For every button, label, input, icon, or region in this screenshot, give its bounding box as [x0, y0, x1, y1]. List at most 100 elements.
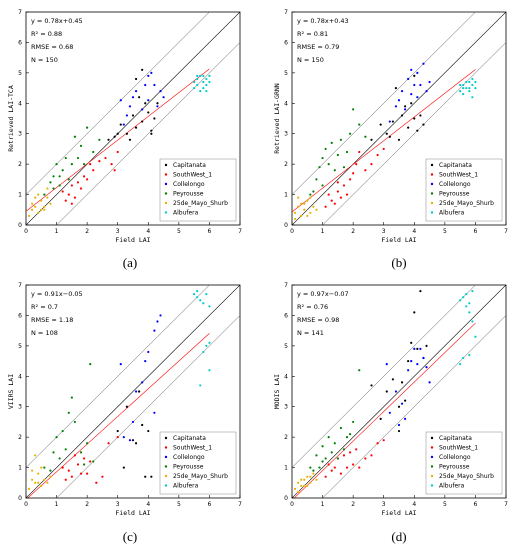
data-point [327, 163, 330, 166]
data-point [199, 384, 202, 387]
data-point [82, 175, 86, 178]
data-point [86, 178, 89, 181]
data-point [76, 463, 80, 466]
data-point [144, 475, 147, 478]
plot-frame [291, 284, 507, 499]
data-point [138, 96, 141, 99]
data-point [37, 193, 40, 196]
y-tick-label: 7 [18, 282, 22, 289]
y-tick-label: 6 [284, 312, 288, 319]
data-point [128, 105, 132, 108]
plot-frame [291, 11, 507, 226]
x-tick-label: 4 [146, 228, 150, 235]
x-tick-label: 3 [382, 228, 386, 235]
data-point [315, 178, 318, 181]
data-point [471, 77, 474, 81]
y-tick-label: 3 [284, 404, 288, 411]
legend-entry: Capitanata [173, 162, 206, 169]
y-tick-label: 0 [18, 222, 22, 229]
legend-entry: SouthWest_1 [439, 172, 478, 179]
data-point [404, 399, 407, 402]
data-point [79, 472, 83, 475]
data-point [199, 74, 202, 77]
data-point [397, 99, 401, 102]
data-point [79, 451, 83, 454]
upper-bound-line [292, 285, 476, 468]
data-point [324, 457, 327, 460]
data-point [193, 86, 196, 90]
data-point [428, 381, 431, 384]
data-point [64, 156, 67, 160]
reference-lines [292, 285, 506, 498]
data-point [125, 132, 128, 135]
data-point [468, 311, 471, 314]
data-point [202, 74, 205, 77]
regression-line [26, 68, 210, 212]
data-point [413, 311, 416, 314]
y-tick-label: 3 [18, 404, 22, 411]
x-axis-label: Field LAI [381, 509, 416, 517]
data-point [208, 80, 211, 84]
upper-bound-line [26, 285, 210, 468]
data-point [306, 475, 309, 478]
data-point [202, 302, 205, 305]
data-point [385, 363, 388, 366]
stat-line: R² = 0.81 [297, 30, 328, 38]
data-point [159, 314, 162, 317]
data-point [382, 439, 385, 442]
data-point [306, 199, 309, 202]
legend-marker [430, 465, 434, 468]
data-point [468, 80, 471, 84]
legend-entry: Peyrousse [173, 464, 204, 471]
x-tick-label: 0 [290, 228, 294, 235]
stat-line: y = 0.78x+0.43 [297, 17, 349, 25]
data-point [73, 196, 77, 199]
data-point [468, 90, 471, 93]
stat-line: RMSE = 0.98 [297, 316, 339, 324]
data-point [312, 205, 315, 208]
data-point [147, 111, 150, 114]
data-point [370, 138, 373, 141]
plot-frame [25, 11, 241, 226]
data-point [70, 396, 73, 399]
data-point [79, 144, 83, 147]
data-point [156, 105, 159, 108]
data-point [462, 86, 465, 90]
data-point [153, 411, 156, 414]
data-point [119, 99, 122, 102]
data-point [388, 411, 391, 414]
data-point [352, 463, 355, 466]
one-to-one-line [26, 12, 240, 225]
stat-line: N = 150 [297, 56, 324, 64]
data-point [400, 402, 404, 405]
data-point [98, 160, 101, 163]
data-point [339, 138, 343, 141]
data-point [116, 436, 119, 439]
data-point [394, 86, 398, 90]
data-point [370, 163, 373, 166]
data-point [333, 466, 336, 469]
data-point [348, 178, 352, 181]
data-point [104, 156, 107, 160]
stat-line: y = 0.78x+0.45 [31, 17, 83, 25]
y-tick-label: 1 [284, 465, 288, 472]
data-point [205, 344, 208, 347]
data-point [339, 472, 343, 475]
data-point [471, 289, 474, 293]
data-point [459, 90, 462, 93]
data-point [61, 169, 64, 172]
x-tick-label: 7 [238, 228, 242, 235]
data-point [404, 417, 407, 420]
data-point [208, 369, 211, 372]
data-point [40, 484, 43, 487]
data-point [134, 390, 138, 393]
data-point [355, 163, 358, 166]
data-point [58, 184, 61, 187]
y-tick-label: 1 [18, 192, 22, 199]
legend-entry: Capitanata [439, 435, 472, 442]
y-tick-label: 4 [18, 373, 22, 380]
legend-box [159, 431, 237, 495]
data-point [342, 166, 346, 169]
data-point [416, 129, 419, 132]
x-tick-label: 2 [351, 501, 355, 508]
